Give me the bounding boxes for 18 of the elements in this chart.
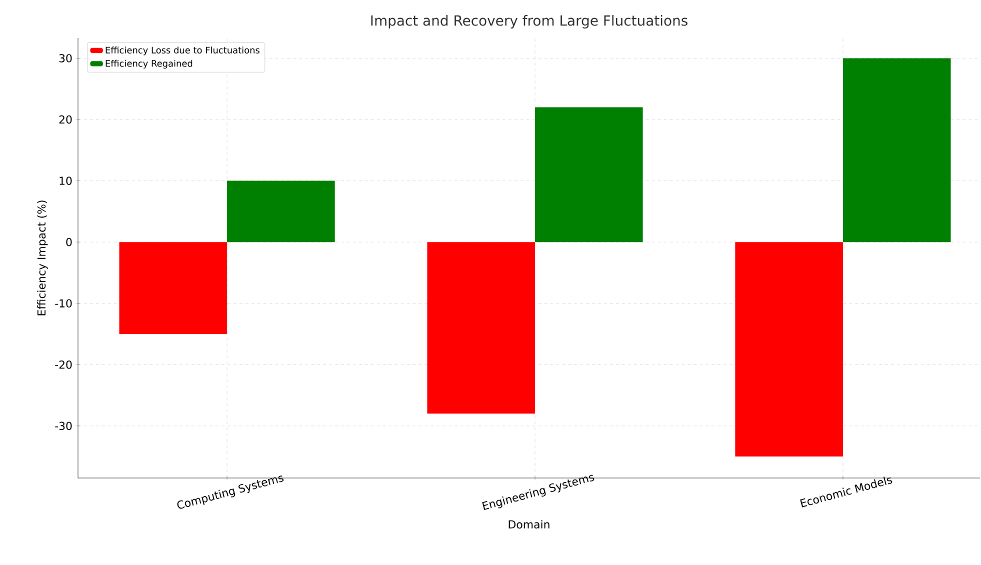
chart-title: Impact and Recovery from Large Fluctuations xyxy=(371,15,688,28)
y-tick-label: 0 xyxy=(66,238,72,246)
y-tick-label: -30 xyxy=(55,422,72,430)
y-tick-label: 30 xyxy=(59,54,72,62)
x-axis-title: Domain xyxy=(508,520,550,529)
legend-label: Efficiency Loss due to Fluctuations xyxy=(106,46,260,56)
bar xyxy=(735,242,843,457)
legend-label: Efficiency Regained xyxy=(106,60,192,69)
y-axis-title: Efficiency Impact (%) xyxy=(37,200,48,316)
bar xyxy=(535,107,643,242)
bar xyxy=(227,180,335,242)
y-tick-label: -10 xyxy=(55,299,72,308)
bar xyxy=(119,242,228,334)
y-tick-label: 20 xyxy=(59,115,72,124)
bar xyxy=(427,242,536,414)
y-tick-label: 10 xyxy=(60,176,72,185)
y-tick-label: -20 xyxy=(55,360,72,369)
bar xyxy=(842,58,951,242)
